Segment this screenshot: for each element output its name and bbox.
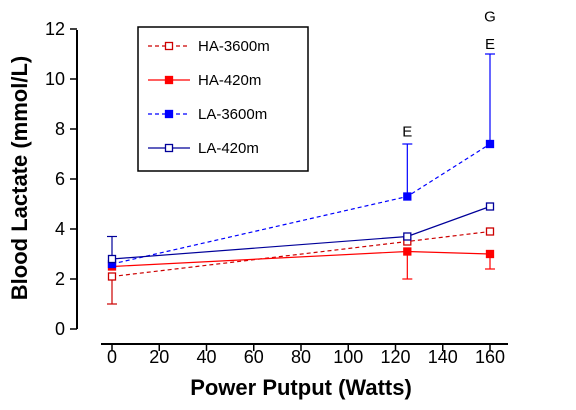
y-tick-label: 0 [55,319,65,339]
legend: HA-3600m HA-420m LA-3600m LA-420m [137,26,309,172]
x-tick-label: 120 [380,347,410,367]
legend-label: HA-3600m [198,38,270,55]
y-tick-label: 8 [55,119,65,139]
series-la-420m [107,202,495,264]
series-group [107,53,495,305]
x-axis-title: Power Putput (Watts) [190,375,412,400]
legend-marker [164,109,174,119]
data-point [403,247,412,256]
legend-item: LA-420m [148,140,259,157]
legend-item: LA-3600m [148,106,267,123]
data-point [485,249,495,259]
x-tick-label: 0 [107,347,117,367]
y-tick-label: 6 [55,169,65,189]
annotation-label: E [485,36,495,53]
data-point [485,227,495,236]
y-tick-label: 12 [45,19,65,39]
data-point [107,254,117,264]
annotation-label: E [402,124,412,141]
data-point [485,202,495,211]
y-tick-label: 2 [55,269,65,289]
legend-marker [164,143,174,153]
series-ha-420m [107,247,495,280]
x-tick-label: 140 [428,347,458,367]
data-point [107,272,117,281]
x-tick-label: 160 [475,347,505,367]
x-tick-label: 60 [244,347,264,367]
series-line [111,230,491,278]
annotations: EEG [402,9,496,141]
y-axis-title: Blood Lactate (mmol/L) [7,56,32,300]
y-tick-label: 4 [55,219,65,239]
legend-label: LA-420m [198,140,259,157]
legend-item: HA-3600m [148,38,270,55]
x-tick-label: 100 [333,347,363,367]
annotation-label: G [484,9,496,26]
y-ticks: 0 2 4 6 8 10 12 [45,19,77,339]
data-point [403,232,412,241]
x-tick-label: 40 [196,347,216,367]
x-tick-label: 80 [291,347,311,367]
series-la-3600m [107,53,495,269]
data-point [403,192,412,201]
y-tick-label: 10 [45,69,65,89]
x-ticks: 0 20 40 60 80 100 120 140 160 [107,344,505,367]
legend-label: HA-420m [198,72,261,89]
data-point [485,139,495,149]
legend-item: HA-420m [148,72,261,89]
legend-label: LA-3600m [198,106,267,123]
series-ha-3600m [107,227,495,305]
legend-marker [164,41,174,51]
x-tick-label: 20 [149,347,169,367]
legend-marker [164,75,174,85]
